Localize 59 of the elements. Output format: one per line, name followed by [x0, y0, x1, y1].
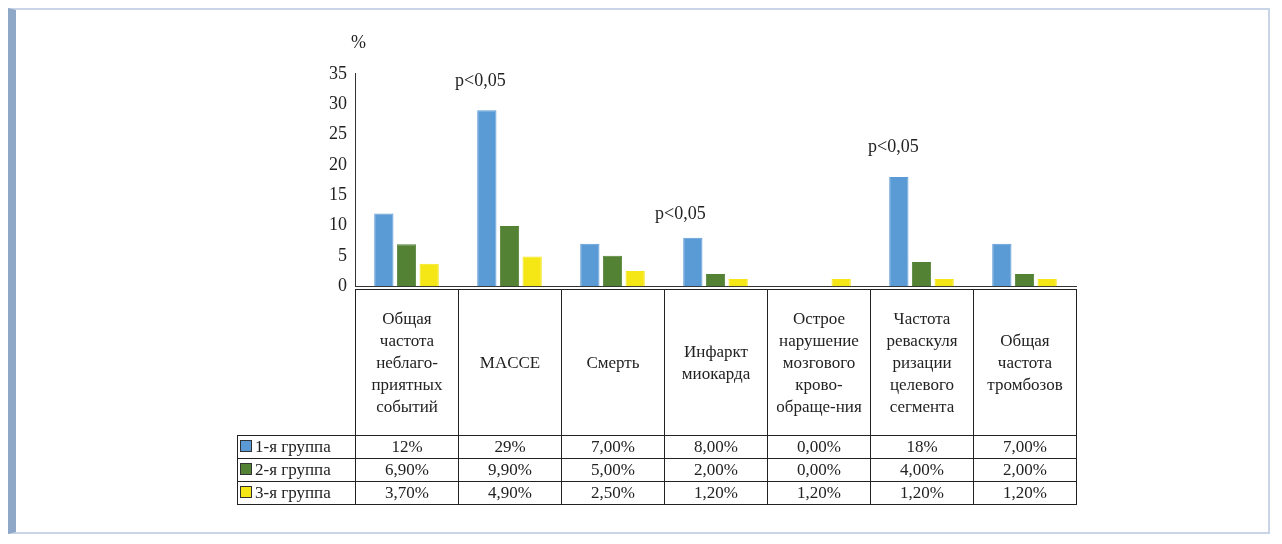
- bar: [889, 176, 909, 287]
- bar: [992, 243, 1012, 287]
- data-label: 1,20%: [973, 481, 1077, 505]
- x-tick-label: Общая частота неблаго-приятных событий: [355, 289, 459, 436]
- data-label: 2,50%: [561, 481, 665, 505]
- y-tick-label: 30: [329, 92, 347, 113]
- y-tick-label: 20: [329, 153, 347, 174]
- data-label: 6,90%: [355, 458, 459, 482]
- bar: [728, 278, 748, 287]
- y-tick-label: 5: [338, 244, 347, 265]
- bar: [419, 263, 439, 287]
- data-label: 1,20%: [767, 481, 871, 505]
- bar: [499, 226, 520, 287]
- annotation: p<0,05: [655, 203, 706, 224]
- y-tick-label: 25: [329, 123, 347, 144]
- data-label: 0,00%: [767, 435, 871, 459]
- y-tick-label: 10: [329, 214, 347, 235]
- y-tick-label: 0: [338, 274, 347, 295]
- data-label: 8,00%: [664, 435, 768, 459]
- x-tick-label: Смерть: [561, 289, 665, 436]
- data-label: 4,90%: [458, 481, 562, 505]
- data-label: 0,00%: [767, 458, 871, 482]
- legend-label: 1-я группа: [237, 435, 356, 459]
- bar: [477, 110, 497, 287]
- annotation: p<0,05: [868, 136, 919, 157]
- data-label: 2,00%: [664, 458, 768, 482]
- data-label: 7,00%: [561, 435, 665, 459]
- data-label: 3,70%: [355, 481, 459, 505]
- legend-label: 2-я группа: [237, 458, 356, 482]
- x-tick-label: Частота реваскуля ризации целевого сегмента: [870, 289, 974, 436]
- data-label: 2,00%: [973, 458, 1077, 482]
- data-label: 4,00%: [870, 458, 974, 482]
- data-label: 12%: [355, 435, 459, 459]
- bar: [911, 261, 932, 287]
- data-label: 1,20%: [870, 481, 974, 505]
- x-tick-label: Острое нарушение мозгового крово-обраще-ния: [767, 289, 871, 436]
- bar: [831, 278, 851, 287]
- legend-label: 3-я группа: [237, 481, 356, 505]
- data-label: 9,90%: [458, 458, 562, 482]
- bar: [1037, 278, 1057, 287]
- data-label: 7,00%: [973, 435, 1077, 459]
- bar: [522, 256, 542, 287]
- bar: [396, 244, 417, 287]
- data-label: 18%: [870, 435, 974, 459]
- y-tick-label: 35: [329, 62, 347, 83]
- x-tick-label: MACCE: [458, 289, 562, 436]
- y-tick-label: 15: [329, 183, 347, 204]
- bar: [934, 278, 954, 287]
- data-label: 29%: [458, 435, 562, 459]
- data-label: 1,20%: [664, 481, 768, 505]
- x-tick-label: Инфаркт миокарда: [664, 289, 768, 436]
- bar: [602, 255, 623, 287]
- bar: [374, 213, 394, 287]
- bar: [683, 237, 703, 287]
- bar: [580, 243, 600, 287]
- annotation: p<0,05: [455, 70, 506, 91]
- y-axis-title: %: [351, 32, 366, 53]
- x-tick-label: Общая частота тромбозов: [973, 289, 1077, 436]
- data-label: 5,00%: [561, 458, 665, 482]
